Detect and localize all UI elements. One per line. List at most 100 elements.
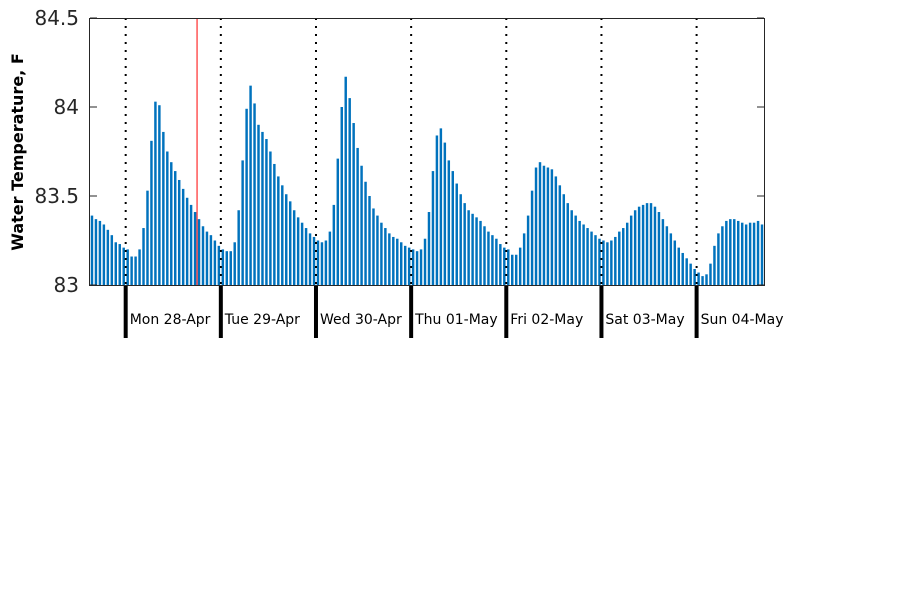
bar bbox=[423, 238, 427, 285]
bar bbox=[233, 242, 236, 285]
bar bbox=[221, 249, 225, 285]
bar bbox=[622, 228, 625, 285]
bar bbox=[471, 213, 474, 285]
bar bbox=[530, 190, 534, 285]
bar bbox=[320, 242, 324, 285]
bar bbox=[546, 167, 550, 285]
bar bbox=[475, 217, 478, 285]
bar bbox=[122, 247, 125, 285]
day-label: Fri 02-May bbox=[510, 312, 583, 328]
bar bbox=[384, 228, 387, 285]
bar bbox=[146, 190, 149, 285]
bar bbox=[174, 171, 177, 285]
bar bbox=[574, 215, 577, 285]
bar bbox=[253, 103, 256, 285]
bar bbox=[312, 236, 316, 285]
bar bbox=[760, 224, 764, 285]
y-tick-label: 83.5 bbox=[34, 184, 79, 208]
bar bbox=[637, 206, 641, 285]
bar bbox=[158, 105, 161, 285]
bar bbox=[197, 219, 201, 285]
bar bbox=[514, 254, 518, 285]
bar bbox=[629, 215, 633, 285]
bar bbox=[138, 249, 141, 285]
bar bbox=[590, 231, 593, 285]
plot-frame bbox=[89, 18, 765, 286]
bar bbox=[380, 222, 383, 285]
bar bbox=[431, 171, 435, 285]
bar bbox=[491, 235, 494, 285]
bar bbox=[189, 204, 193, 285]
day-label: Thu 01-May bbox=[414, 312, 498, 328]
bar bbox=[538, 162, 542, 285]
bar bbox=[90, 215, 94, 285]
day-label: Tue 29-Apr bbox=[224, 312, 300, 328]
bar bbox=[641, 204, 645, 285]
bar bbox=[348, 98, 351, 285]
bar bbox=[134, 256, 137, 285]
bar bbox=[185, 197, 189, 285]
bar bbox=[364, 181, 367, 285]
bar bbox=[170, 162, 173, 285]
bar bbox=[713, 245, 716, 285]
bar bbox=[582, 224, 585, 285]
bar bbox=[130, 256, 133, 285]
bar bbox=[653, 206, 657, 285]
bar bbox=[229, 251, 232, 285]
bar bbox=[495, 238, 498, 285]
bar bbox=[308, 233, 312, 285]
bar bbox=[507, 249, 510, 285]
bar bbox=[316, 240, 320, 285]
bar bbox=[269, 151, 272, 285]
bar bbox=[534, 167, 538, 285]
bar bbox=[292, 210, 296, 285]
bar bbox=[451, 171, 454, 285]
bar bbox=[114, 242, 117, 285]
bar bbox=[193, 212, 197, 285]
y-tick-label: 83 bbox=[54, 273, 79, 297]
bar bbox=[570, 210, 573, 285]
bar bbox=[526, 215, 530, 285]
bar bbox=[665, 226, 669, 285]
bar bbox=[737, 220, 740, 285]
bar bbox=[265, 139, 268, 285]
bar bbox=[602, 240, 605, 285]
bar bbox=[649, 203, 653, 285]
bar bbox=[336, 158, 340, 285]
bar bbox=[594, 235, 597, 285]
bar bbox=[439, 128, 443, 285]
bar bbox=[209, 235, 213, 285]
bar bbox=[542, 165, 546, 285]
bar bbox=[463, 203, 466, 285]
bar bbox=[685, 258, 688, 285]
bar bbox=[717, 233, 720, 285]
bar bbox=[388, 233, 391, 285]
bar bbox=[142, 228, 145, 285]
bar bbox=[435, 135, 439, 285]
bar bbox=[118, 244, 121, 285]
day-label: Mon 28-Apr bbox=[130, 312, 211, 328]
bar bbox=[110, 235, 114, 285]
day-separators bbox=[123, 18, 699, 338]
bar bbox=[610, 240, 613, 285]
bar bbox=[522, 233, 526, 285]
bar bbox=[201, 226, 205, 285]
bar bbox=[304, 228, 308, 285]
bar bbox=[657, 212, 661, 285]
day-label: Sun 04-May bbox=[701, 312, 784, 328]
bar bbox=[633, 210, 637, 285]
bar bbox=[705, 274, 708, 285]
bar bbox=[403, 245, 407, 285]
bar bbox=[396, 238, 399, 285]
bar bbox=[181, 188, 185, 285]
bar bbox=[487, 231, 490, 285]
bar bbox=[126, 249, 129, 285]
bar bbox=[217, 245, 221, 285]
bar bbox=[213, 240, 217, 285]
bar bbox=[725, 220, 728, 285]
bar bbox=[281, 185, 284, 285]
bar bbox=[578, 220, 581, 285]
bar bbox=[459, 194, 462, 285]
bar bbox=[697, 272, 700, 285]
